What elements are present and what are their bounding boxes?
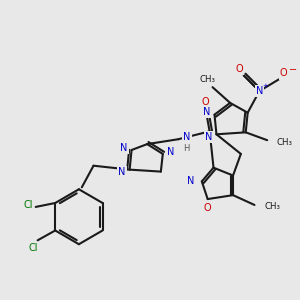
Text: N: N: [167, 147, 174, 157]
Text: CH₃: CH₃: [200, 75, 216, 84]
Text: N: N: [120, 143, 127, 153]
Text: +: +: [262, 83, 268, 89]
Text: H: H: [183, 143, 190, 152]
Text: N: N: [187, 176, 194, 186]
Text: CH₃: CH₃: [277, 138, 293, 147]
Text: −: −: [289, 64, 297, 74]
Text: N: N: [205, 132, 212, 142]
Text: CH₃: CH₃: [264, 202, 280, 211]
Text: N: N: [118, 167, 125, 177]
Text: N: N: [203, 107, 210, 117]
Text: N: N: [183, 132, 191, 142]
Text: N: N: [256, 86, 263, 96]
Text: O: O: [204, 203, 212, 213]
Text: O: O: [202, 97, 209, 107]
Text: O: O: [280, 68, 288, 78]
Text: O: O: [235, 64, 243, 74]
Text: Cl: Cl: [28, 243, 38, 253]
Text: Cl: Cl: [23, 200, 33, 210]
